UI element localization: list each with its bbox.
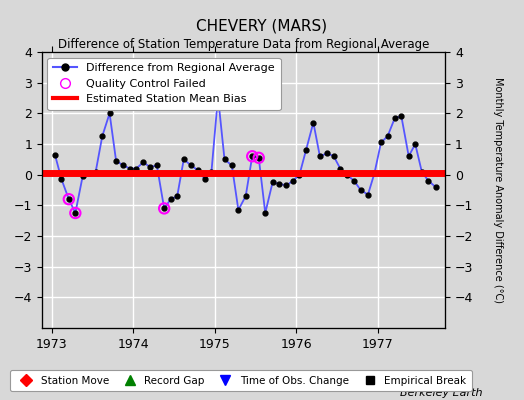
Text: Berkeley Earth: Berkeley Earth xyxy=(400,388,482,398)
Point xyxy=(64,196,73,202)
Point xyxy=(255,154,263,161)
Legend: Difference from Regional Average, Quality Control Failed, Estimated Station Mean: Difference from Regional Average, Qualit… xyxy=(48,58,280,110)
Point xyxy=(160,205,168,212)
Point xyxy=(248,153,256,160)
Text: CHEVERY (MARS): CHEVERY (MARS) xyxy=(196,18,328,34)
Y-axis label: Monthly Temperature Anomaly Difference (°C): Monthly Temperature Anomaly Difference (… xyxy=(493,77,503,303)
Point xyxy=(71,210,80,216)
Legend: Station Move, Record Gap, Time of Obs. Change, Empirical Break: Station Move, Record Gap, Time of Obs. C… xyxy=(10,370,472,391)
Title: Difference of Station Temperature Data from Regional Average: Difference of Station Temperature Data f… xyxy=(58,38,429,51)
